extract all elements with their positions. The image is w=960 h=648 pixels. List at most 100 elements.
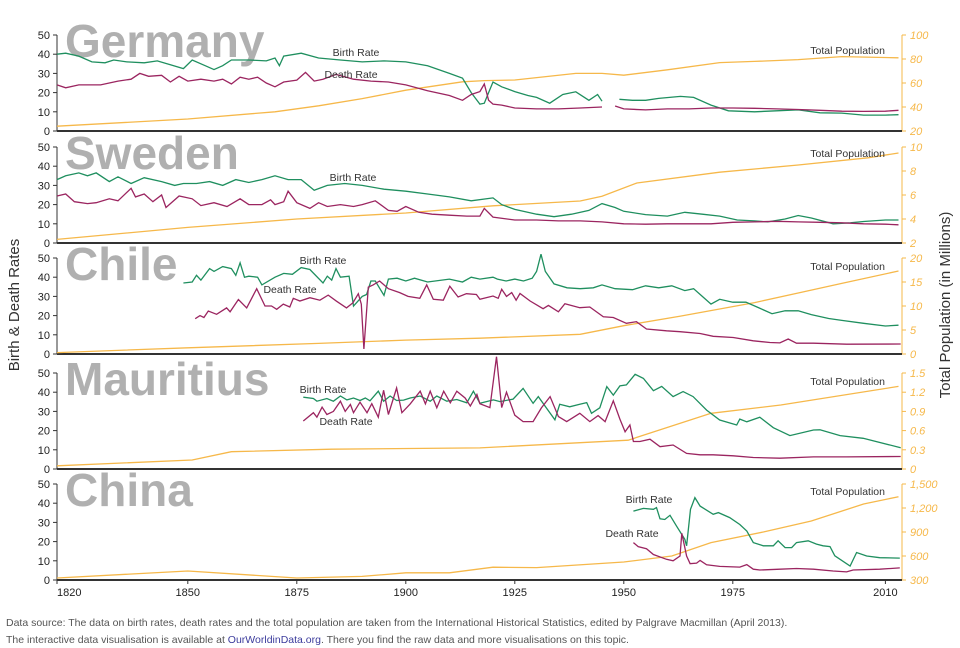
left-tick-label: 20 (38, 200, 50, 212)
right-tick-label: 300 (910, 575, 929, 587)
left-tick-label: 50 (38, 142, 50, 154)
death-rate-line (302, 356, 901, 459)
right-tick-label: 4 (910, 214, 916, 226)
x-tick-label: 2010 (873, 587, 897, 599)
right-tick-label: 8 (910, 166, 917, 178)
death-rate-label: Death Rate (605, 528, 658, 540)
left-tick-label: 10 (38, 556, 50, 568)
right-tick-label: 0.6 (910, 426, 926, 438)
right-tick-label: 0.3 (910, 445, 926, 457)
country-title: Sweden (65, 127, 239, 179)
panel-china: China 0 10 20 30 40 50 300 600 900 1,200 1,500 Birth… (38, 464, 939, 587)
population-label: Total Population (810, 261, 885, 273)
birth-rate-line (183, 254, 899, 327)
left-tick-label: 40 (38, 387, 50, 399)
x-tick-label: 1975 (721, 587, 745, 599)
country-title: Chile (65, 238, 177, 290)
right-tick-label: 600 (910, 551, 929, 563)
death-rate-label: Death Rate (263, 284, 316, 296)
population-label: Total Population (810, 486, 885, 498)
population-line (56, 270, 899, 354)
data-source-note: Data source: The data on birth rates, de… (6, 617, 788, 629)
right-tick-label: 20 (909, 253, 923, 265)
left-tick-label: 30 (38, 180, 50, 192)
birth-rate-label: Birth Rate (330, 172, 377, 184)
x-tick-label: 1820 (57, 587, 81, 599)
left-tick-label: 40 (38, 272, 50, 284)
population-line (56, 55, 899, 127)
right-tick-label: 10 (910, 301, 923, 313)
left-axis-title: Birth & Death Rates (6, 239, 23, 372)
right-tick-label: 1,500 (910, 479, 938, 491)
interactive-suffix: . There you find the raw data and more v… (320, 634, 629, 646)
panel-sweden: Sweden 0 10 20 30 40 50 2 4 6 8 10 Birth Rate Total P… (38, 127, 923, 250)
right-tick-label: 2 (909, 238, 916, 250)
left-tick-label: 20 (38, 426, 50, 438)
right-tick-label: 1.5 (910, 368, 926, 380)
population-line (56, 385, 899, 467)
ourworldindata-link[interactable]: OurWorldinData.org (227, 634, 321, 646)
left-tick-label: 10 (38, 445, 50, 457)
left-tick-label: 0 (44, 349, 50, 361)
population-line (56, 496, 899, 579)
death-rate-line (632, 533, 900, 573)
x-tick-label: 1900 (394, 587, 418, 599)
birth-rate-line (56, 172, 899, 225)
left-tick-label: 50 (38, 479, 50, 491)
right-tick-label: 40 (910, 102, 923, 114)
x-tick-label: 1925 (503, 587, 527, 599)
population-line (56, 152, 899, 241)
left-tick-label: 50 (38, 253, 50, 265)
birth-rate-line (303, 373, 901, 449)
death-rate-label: Death Rate (324, 69, 377, 81)
birth-rate-label: Birth Rate (626, 494, 673, 506)
right-axis-title: Total Population (in Millions) (937, 212, 954, 399)
x-tick-label: 1950 (612, 587, 636, 599)
death-rate-line (194, 280, 901, 350)
right-tick-label: 900 (910, 527, 929, 539)
left-tick-label: 30 (38, 517, 50, 529)
left-tick-label: 20 (38, 311, 50, 323)
left-tick-label: 40 (38, 49, 50, 61)
right-tick-label: 15 (910, 277, 923, 289)
panel-germany: Germany 0 10 20 30 40 50 20 40 60 80 100 Birth Rate D… (38, 15, 929, 138)
interactive-note: The interactive data visualisation is av… (6, 634, 629, 646)
country-title: China (65, 464, 193, 516)
left-tick-label: 0 (44, 238, 50, 250)
left-tick-label: 0 (44, 464, 50, 476)
left-tick-label: 0 (44, 575, 50, 587)
left-tick-label: 30 (38, 291, 50, 303)
death-rate-line (56, 187, 899, 226)
left-tick-label: 30 (38, 406, 50, 418)
death-rate-label: Death Rate (319, 416, 372, 428)
right-tick-label: 6 (910, 190, 917, 202)
country-title: Germany (65, 15, 265, 67)
left-tick-label: 10 (38, 330, 50, 342)
birth-rate-label: Birth Rate (333, 47, 380, 59)
right-tick-label: 80 (910, 54, 923, 66)
x-tick-label: 1875 (285, 587, 309, 599)
right-tick-label: 5 (910, 325, 917, 337)
left-tick-label: 50 (38, 30, 50, 42)
left-tick-label: 40 (38, 161, 50, 173)
interactive-prefix: The interactive data visualisation is av… (6, 634, 228, 646)
left-tick-label: 20 (38, 88, 50, 100)
left-tick-label: 10 (38, 107, 50, 119)
left-tick-label: 30 (38, 68, 50, 80)
right-tick-label: 10 (910, 142, 923, 154)
right-tick-label: 0 (910, 464, 917, 476)
panel-mauritius: Mauritius 0 10 20 30 40 50 0 0.3 0.6 0.9 1.2 1.5 Birt… (38, 353, 926, 476)
right-tick-label: 0.9 (910, 406, 925, 418)
left-tick-label: 10 (38, 219, 50, 231)
right-tick-label: 0 (910, 349, 917, 361)
population-label: Total Population (810, 45, 885, 57)
right-tick-label: 20 (909, 126, 923, 138)
birth-rate-label: Birth Rate (300, 255, 347, 267)
left-tick-label: 0 (44, 126, 50, 138)
left-tick-label: 50 (38, 368, 50, 380)
population-label: Total Population (810, 376, 885, 388)
birth-rate-line (56, 52, 899, 116)
left-tick-label: 40 (38, 498, 50, 510)
